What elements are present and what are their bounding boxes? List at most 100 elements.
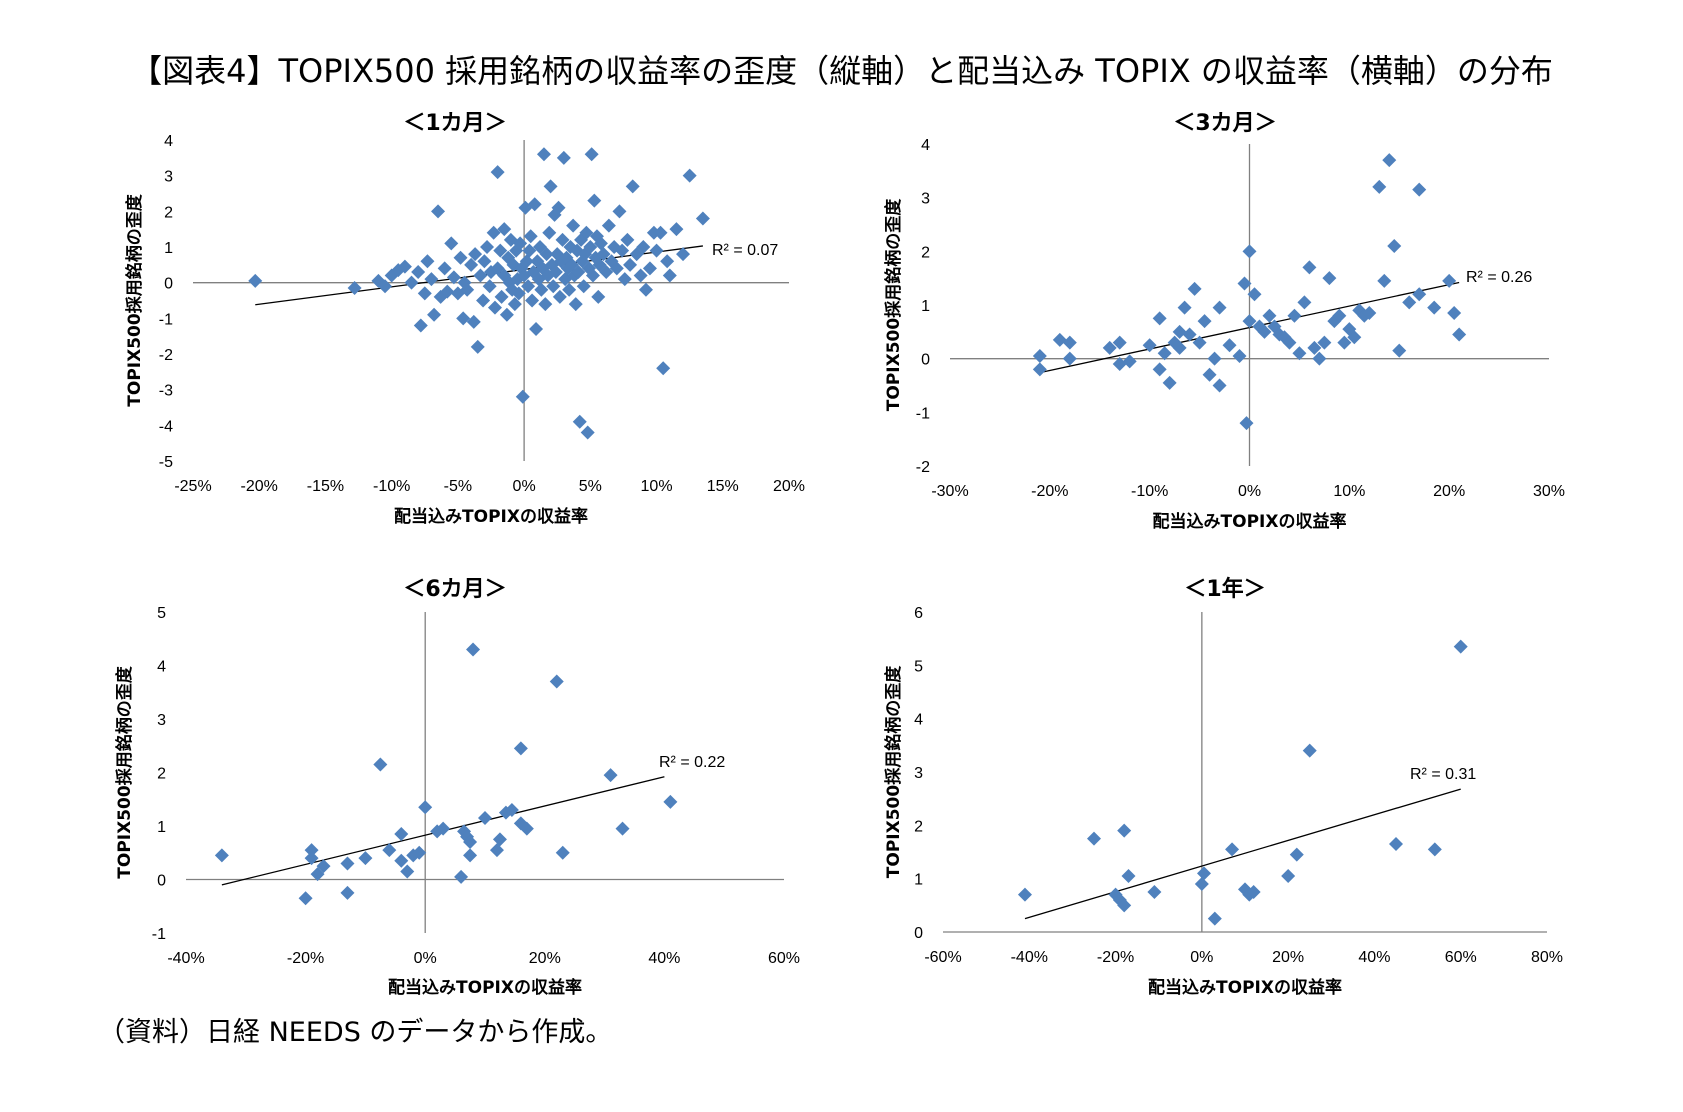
x-tick-label: 40% [648, 950, 680, 967]
data-point [642, 261, 657, 276]
x-tick-label: -60% [924, 949, 961, 966]
data-point [1242, 244, 1257, 259]
data-point [570, 243, 585, 258]
r-squared-label: R² = 0.22 [659, 754, 725, 771]
data-point [580, 425, 595, 440]
data-point [1087, 831, 1101, 846]
data-point [427, 307, 442, 322]
data-point [1122, 354, 1137, 369]
x-tick-label: 0% [513, 478, 536, 495]
data-point [347, 281, 362, 296]
data-point [358, 851, 373, 866]
data-point [466, 314, 481, 329]
data-point [494, 289, 509, 304]
y-tick-label: -3 [159, 383, 173, 400]
data-point [340, 885, 355, 900]
x-tick-label: 40% [1358, 949, 1390, 966]
x-tick-label: -15% [307, 478, 344, 495]
y-tick-label: 4 [914, 712, 923, 729]
x-tick-label: -40% [1011, 949, 1048, 966]
data-point [1387, 238, 1402, 253]
data-point [568, 297, 583, 312]
panel-title: ＜1カ月＞ [403, 111, 506, 136]
data-point [298, 891, 313, 906]
data-point [663, 794, 678, 809]
data-point [1017, 887, 1032, 902]
data-point [617, 272, 632, 287]
data-point [695, 211, 710, 226]
x-tick-label: 20% [1272, 949, 1304, 966]
panel-title: ＜3カ月＞ [1173, 111, 1276, 136]
data-point [601, 218, 616, 233]
data-point [552, 289, 567, 304]
y-axis-title: TOPIX500採用銘柄の歪度 [124, 193, 145, 406]
data-point [521, 279, 536, 294]
data-point [468, 247, 483, 262]
data-point [1117, 898, 1132, 913]
x-axis-title: 配当込みTOPIXの収益率 [1153, 511, 1347, 532]
x-tick-label: -20% [1031, 483, 1068, 500]
x-axis-title: 配当込みTOPIXの収益率 [388, 977, 582, 998]
x-tick-label: 10% [641, 478, 673, 495]
data-point [1112, 357, 1127, 372]
data-point [522, 243, 537, 258]
data-point [1197, 866, 1212, 881]
y-tick-label: 0 [164, 276, 173, 293]
data-point [656, 361, 671, 376]
data-point [543, 179, 558, 194]
data-point [499, 307, 514, 322]
y-tick-label: 0 [157, 873, 166, 890]
data-point [555, 845, 570, 860]
data-point [1225, 842, 1240, 857]
data-point [1032, 348, 1047, 363]
data-point [649, 243, 664, 258]
x-tick-label: -20% [287, 950, 324, 967]
data-point [669, 222, 684, 237]
data-point [653, 225, 668, 240]
x-tick-label: -10% [373, 478, 410, 495]
data-point [576, 279, 591, 294]
data-point [436, 821, 451, 836]
r-squared-label: R² = 0.07 [712, 242, 778, 259]
y-tick-label: 4 [164, 133, 173, 150]
y-tick-label: 6 [914, 605, 923, 622]
y-tick-label: 3 [921, 191, 930, 208]
data-point [1152, 311, 1167, 326]
data-point [519, 254, 534, 269]
data-point [404, 275, 419, 290]
data-point [539, 247, 554, 262]
data-point [477, 254, 492, 269]
data-point [1362, 306, 1377, 321]
y-tick-label: 4 [921, 137, 930, 154]
data-point [504, 802, 519, 817]
y-tick-label: 3 [157, 712, 166, 729]
data-point [486, 225, 501, 240]
data-point [542, 225, 557, 240]
data-point [378, 279, 393, 294]
data-point [382, 843, 397, 858]
data-point [1237, 276, 1252, 291]
y-axis-title: TOPIX500採用銘柄の歪度 [114, 665, 135, 878]
x-tick-label: -20% [1097, 949, 1134, 966]
scatter-panel-1year: 0 1 2 3 4 5 6 -60% -40% -20% 0% 20% 40% 60% 80% R² = 0.… [883, 576, 1563, 998]
data-point [489, 843, 504, 858]
data-point [1112, 335, 1127, 350]
x-axis-title: 配当込みTOPIXの収益率 [1148, 977, 1342, 998]
x-tick-label: 10% [1333, 483, 1365, 500]
data-point [1222, 338, 1237, 353]
data-point [310, 867, 325, 882]
y-tick-label: 3 [164, 169, 173, 186]
data-point [478, 810, 492, 825]
panel-title: ＜1年＞ [1184, 576, 1265, 602]
data-point [497, 222, 512, 237]
data-point [538, 297, 553, 312]
data-point [1292, 346, 1307, 361]
data-point [464, 257, 479, 272]
scatter-panel-3month: -2 -1 0 1 2 3 4 -30% -20% -10% 0% 10% 20% 30% R² = 0.2… [883, 111, 1565, 532]
data-point [1177, 300, 1192, 315]
data-point [1242, 314, 1257, 329]
data-point [248, 273, 263, 288]
data-point [556, 150, 571, 165]
x-tick-label: 20% [773, 478, 805, 495]
x-tick-label: 80% [1531, 949, 1563, 966]
